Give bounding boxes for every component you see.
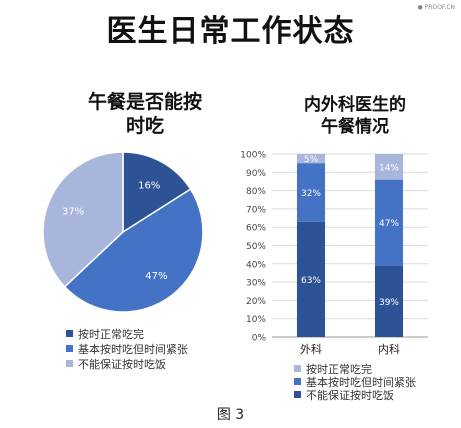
bar-legend-item: 不能保证按时吃饭 [294, 388, 416, 402]
pie-legend-item: 按时正常吃完 [66, 326, 188, 341]
bar-chart-title-line-1: 内外科医生的 [304, 95, 406, 115]
bar-legend-item: 按时正常吃完 [294, 362, 416, 376]
bar-segment-0-1 [296, 163, 326, 222]
legend-swatch-not-on-time [66, 360, 73, 367]
x-tick-label: 外科 [300, 342, 322, 356]
pie-slice-2 [42, 151, 124, 288]
y-tick-label: 60% [246, 224, 266, 234]
y-tick-label: 10% [246, 315, 266, 325]
pie-chart-title-line-2: 时吃 [125, 115, 164, 137]
pie-slice-label-1: 47% [145, 271, 167, 282]
bar-chart-title-line-2: 午餐情况 [321, 117, 389, 137]
bar-value-label: 14% [379, 163, 399, 173]
figure-caption: 图 3 [216, 407, 245, 423]
stacked-bar-chart: 0% 10% 20% 30% 40% 50% 60% 70% 80% 90% 100% 63% 32% 5… [240, 151, 428, 356]
y-tick-label: 20% [246, 297, 266, 307]
pie-chart: 16% 47% 37% [42, 151, 204, 313]
bar-chart-title: 内外科医生的 午餐情况 [270, 94, 440, 138]
pie-legend-item: 不能保证按时吃饭 [66, 356, 188, 371]
pie-legend-item: 基本按时吃但时间紧张 [66, 341, 188, 356]
legend-label: 不能保证按时吃饭 [78, 357, 166, 371]
pie-slice-1 [63, 188, 204, 313]
pie-chart-title-line-1: 午餐是否能按 [87, 91, 202, 113]
legend-label: 基本按时吃但时间紧张 [78, 342, 188, 356]
y-tick-label: 50% [246, 242, 266, 252]
legend-label: 按时正常吃完 [78, 327, 144, 341]
pie-slice-label-0: 16% [138, 180, 160, 191]
bar-value-label: 32% [301, 189, 321, 199]
legend-swatch-on-time [66, 330, 73, 337]
x-tick-label: 内科 [378, 342, 400, 356]
legend-swatch-not-on-time [294, 391, 301, 398]
bar-value-label: 39% [379, 298, 399, 308]
bar-segment-1-0 [374, 265, 404, 337]
pie-slice-0 [122, 151, 192, 234]
bar-value-label: 5% [304, 155, 319, 165]
legend-swatch-rushed [66, 345, 73, 352]
pie-legend: 按时正常吃完 基本按时吃但时间紧张 不能保证按时吃饭 [66, 326, 188, 371]
legend-label: 不能保证按时吃饭 [306, 388, 394, 402]
y-tick-label: 0% [252, 334, 267, 344]
bar-segment-1-2 [374, 154, 404, 180]
bar-segment-1-1 [374, 179, 404, 266]
y-tick-label: 40% [246, 260, 266, 270]
bar-segment-0-2 [296, 154, 326, 164]
legend-label: 按时正常吃完 [306, 362, 372, 376]
y-tick-label: 30% [246, 279, 266, 289]
y-tick-label: 100% [240, 151, 266, 161]
y-tick-label: 70% [246, 205, 266, 215]
page-title: 医生日常工作状态 [106, 14, 355, 49]
pie-chart-title: 午餐是否能按 时吃 [60, 90, 230, 138]
bar-segment-0-0 [296, 221, 326, 337]
bar-legend: 按时正常吃完 基本按时吃但时间紧张 不能保证按时吃饭 [294, 362, 416, 402]
legend-label: 基本按时吃但时间紧张 [306, 375, 416, 389]
watermark: ● PROOF.CN [417, 4, 455, 11]
y-tick-label: 90% [246, 169, 266, 179]
legend-swatch-on-time [294, 365, 301, 372]
legend-swatch-rushed [294, 378, 301, 385]
y-tick-label: 80% [246, 187, 266, 197]
bar-legend-item: 基本按时吃但时间紧张 [294, 375, 416, 389]
pie-slice-label-2: 37% [62, 206, 84, 217]
bar-value-label: 47% [379, 219, 399, 229]
bar-value-label: 63% [301, 276, 321, 286]
